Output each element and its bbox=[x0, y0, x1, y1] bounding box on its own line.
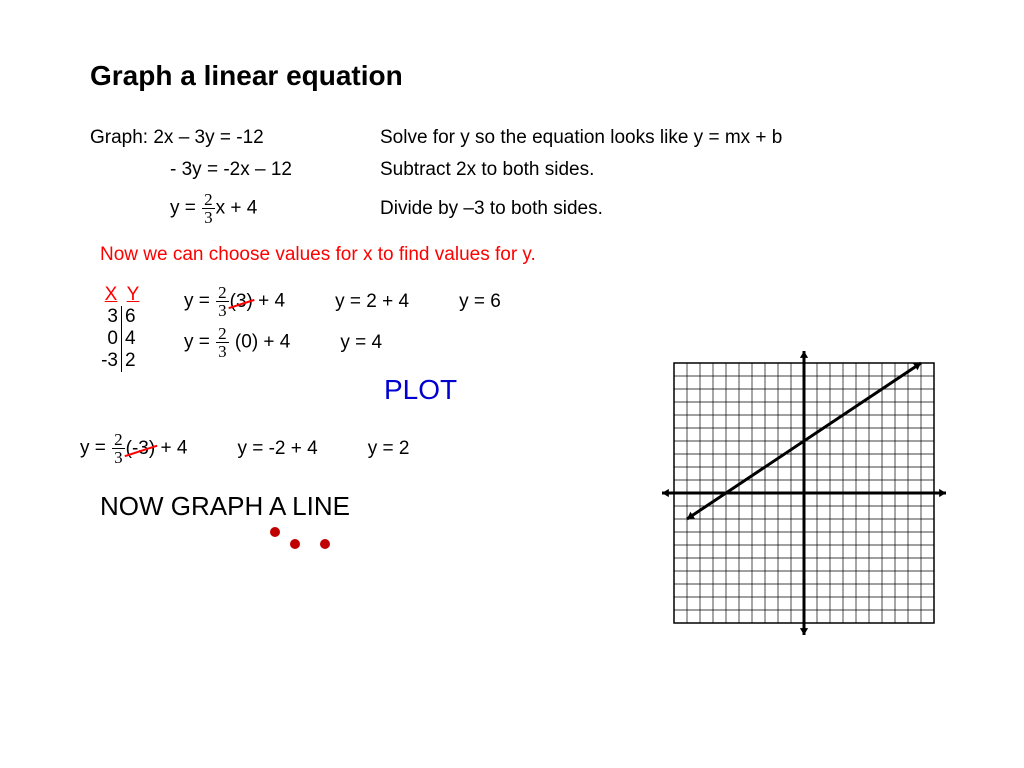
equation-step2: - 3y = -2x – 12 bbox=[90, 159, 380, 181]
instruction-1: Solve for y so the equation looks like y… bbox=[380, 127, 934, 149]
xy-table: X Y 36 04 -32 bbox=[100, 284, 144, 372]
calc-line-1: y = 23(3) + 4 y = 2 + 4 y = 6 bbox=[184, 284, 501, 319]
dot-icon bbox=[320, 539, 330, 549]
xy-row: 36 bbox=[100, 306, 144, 328]
dot-icon bbox=[290, 539, 300, 549]
step-row-1: Graph: 2x – 3y = -12 Solve for y so the … bbox=[90, 127, 934, 149]
equation-step3: y = 23x + 4 bbox=[90, 191, 380, 226]
step-row-2: - 3y = -2x – 12 Subtract 2x to both side… bbox=[90, 159, 934, 181]
step-row-3: y = 23x + 4 Divide by –3 to both sides. bbox=[90, 191, 934, 226]
choose-values-note: Now we can choose values for x to find v… bbox=[100, 244, 934, 266]
calc-line-2: y = 23 (0) + 4 y = 4 bbox=[184, 325, 501, 360]
equation-original: Graph: 2x – 3y = -12 bbox=[90, 127, 380, 149]
instruction-3: Divide by –3 to both sides. bbox=[380, 198, 934, 220]
xy-row: 04 bbox=[100, 328, 144, 350]
calc-stack: y = 23(3) + 4 y = 2 + 4 y = 6 y = 23 (0)… bbox=[184, 284, 501, 406]
plot-label: PLOT bbox=[384, 374, 501, 406]
dot-icon bbox=[270, 527, 280, 537]
instruction-2: Subtract 2x to both sides. bbox=[380, 159, 934, 181]
xy-row: -32 bbox=[100, 350, 144, 372]
xy-header-x: X bbox=[100, 284, 122, 306]
xy-header-y: Y bbox=[122, 284, 144, 306]
page-title: Graph a linear equation bbox=[90, 60, 934, 92]
line-graph bbox=[654, 343, 954, 648]
